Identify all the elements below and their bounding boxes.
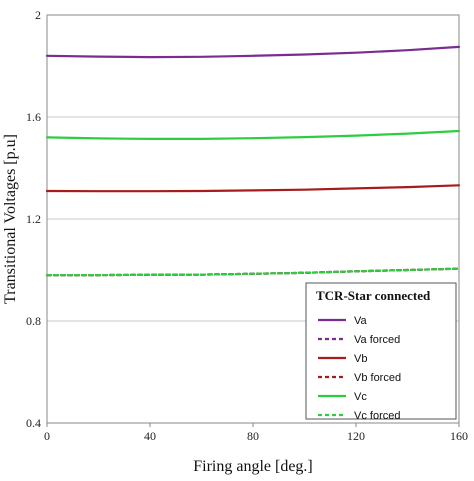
legend-label: Vb	[354, 353, 367, 365]
legend-label: Vc	[354, 391, 367, 403]
series-lines	[45, 45, 461, 277]
x-tick-label: 120	[347, 429, 365, 443]
legend-box	[305, 282, 457, 420]
legend-label: Vb forced	[354, 372, 401, 384]
legend: TCR-Star connected Va Va forced Vb Vb force…	[305, 282, 457, 422]
y-tick-label: 0.8	[26, 314, 41, 328]
series-line-va	[45, 45, 461, 59]
y-tick-label: 1.6	[26, 110, 41, 124]
y-tick-label: 1.2	[26, 212, 41, 226]
x-axis-title: Firing angle [deg.]	[193, 458, 313, 475]
x-tick-label: 0	[44, 429, 50, 443]
x-tick-label: 40	[144, 429, 156, 443]
legend-title: TCR-Star connected	[316, 288, 431, 303]
y-axis-title: Transitional Voltages [p.u]	[2, 134, 19, 304]
legend-items: Va Va forced Vb Vb forced Vc Vc forced	[318, 315, 401, 422]
legend-label: Va	[354, 315, 368, 327]
x-tick-label: 80	[247, 429, 259, 443]
series-line-vc-forced	[45, 267, 461, 277]
y-tick-label: 2	[35, 8, 41, 22]
legend-label: Vc forced	[354, 410, 400, 422]
legend-label: Va forced	[354, 334, 400, 346]
y-tick-label: 0.4	[26, 416, 41, 430]
axis-tick-labels: 0.4 0.8 1.2 1.6 2 0 40 80 120 160	[26, 8, 468, 443]
series-line-vb	[45, 184, 461, 193]
series-line-vc	[45, 129, 461, 140]
x-tick-label: 160	[450, 429, 468, 443]
